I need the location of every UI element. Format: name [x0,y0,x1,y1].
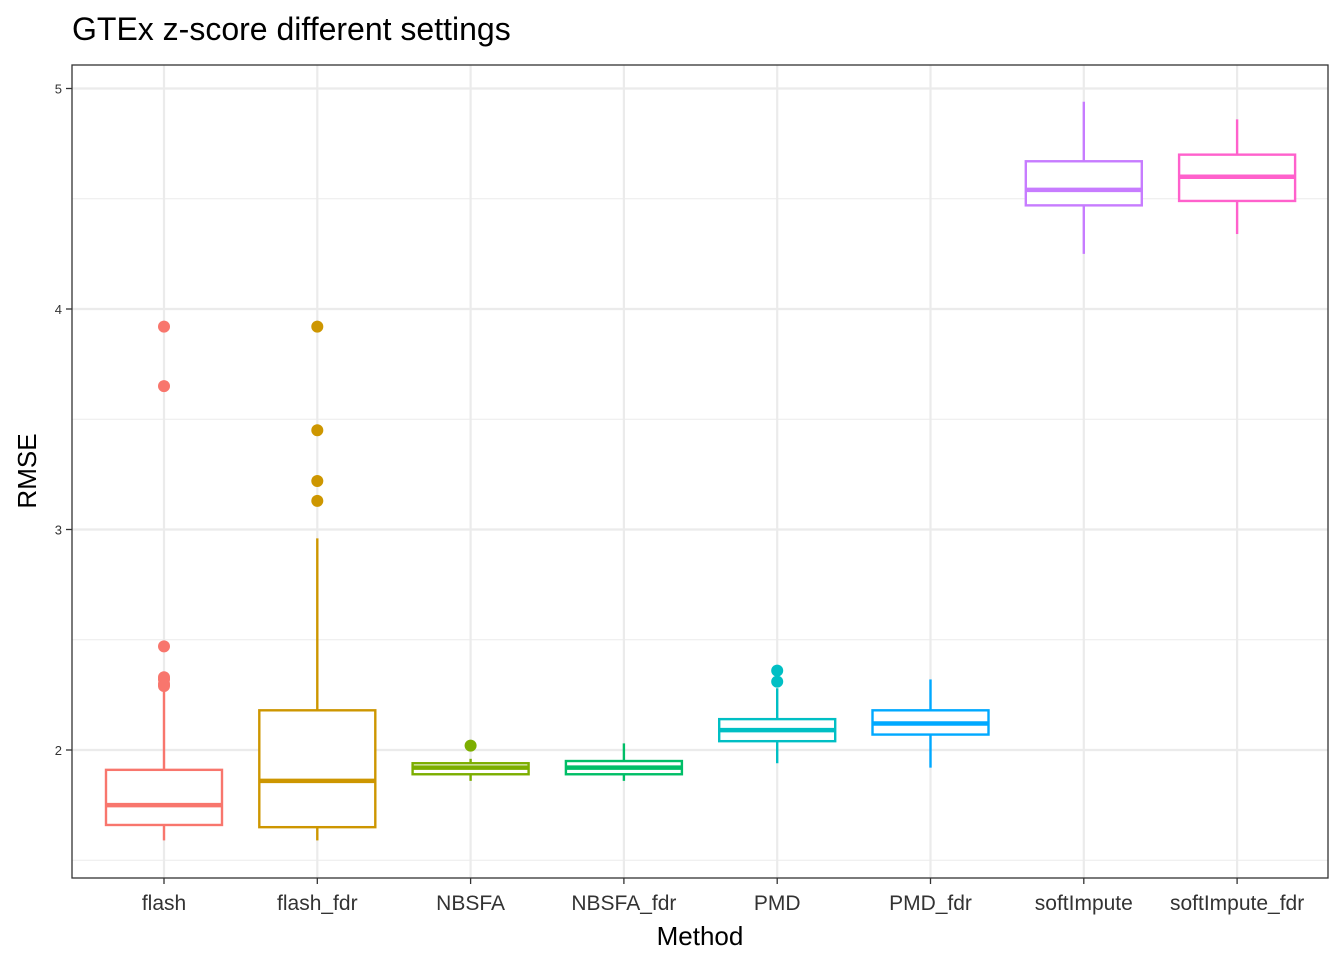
outlier-point [158,680,170,693]
box-flash_fdr [258,320,377,841]
box-PMD [718,664,837,764]
box-NBSFA [411,739,530,781]
y-tick-label: 5 [55,82,62,97]
box-flash [104,320,224,841]
x-tick-label: NBSFA_fdr [571,892,676,915]
x-axis: flash flash_fdr NBSFA NBSFA_fdr PMD PMD_fdr so… [142,878,1304,915]
y-tick-label: 4 [55,302,62,317]
box-PMD_fdr [871,679,990,768]
y-axis-title: RMSE [12,433,42,508]
x-tick-label: PMD [754,892,801,915]
outlier-point [158,320,170,333]
outlier-point [311,424,324,437]
outlier-point [158,380,170,393]
x-tick-label: NBSFA [436,892,505,915]
plot-panel-border [71,64,1329,879]
box-layer [104,101,1297,841]
box-NBSFA_fdr [564,743,684,781]
outlier-point [311,320,324,333]
outlier-point [158,640,170,653]
outlier-point [311,494,324,507]
y-axis: 2 3 4 5 [55,82,72,758]
box-iqr [1024,160,1144,207]
box-iqr [258,709,377,829]
x-tick-label: flash_fdr [277,892,358,915]
box-softImpute [1024,101,1144,254]
box-iqr [104,768,224,827]
outlier-point [464,739,477,752]
x-tick-label: flash [142,892,186,915]
x-tick-label: softImpute_fdr [1170,892,1304,915]
outlier-point [771,675,784,688]
x-axis-title: Method [657,921,744,951]
x-tick-label: PMD_fdr [889,892,972,915]
outlier-point [771,664,784,677]
chart-title: GTEx z-score different settings [72,11,511,47]
box-softImpute_fdr [1177,119,1297,235]
y-tick-label: 2 [55,743,62,758]
x-tick-label: softImpute [1035,892,1133,915]
y-tick-label: 3 [55,523,62,538]
outlier-point [311,474,324,487]
